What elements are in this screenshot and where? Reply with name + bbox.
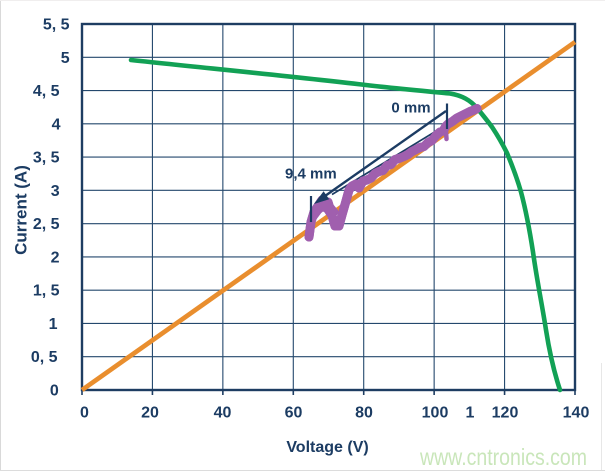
svg-text:3, 5: 3, 5: [33, 150, 60, 167]
svg-text:www.cntronics.com: www.cntronics.com: [419, 444, 587, 470]
svg-text:1: 1: [49, 316, 58, 333]
svg-text:2, 5: 2, 5: [33, 216, 60, 233]
svg-text:1, 5: 1, 5: [33, 283, 60, 300]
svg-text:120: 120: [492, 405, 519, 422]
svg-text:0, 5: 0, 5: [31, 349, 58, 366]
svg-text:5, 5: 5, 5: [43, 17, 70, 34]
svg-text:0: 0: [50, 383, 59, 400]
svg-text:1: 1: [466, 405, 475, 422]
svg-text:Voltage (V): Voltage (V): [286, 439, 368, 456]
svg-text:2: 2: [51, 249, 60, 266]
svg-text:60: 60: [285, 405, 303, 422]
svg-text:0 mm: 0 mm: [391, 100, 430, 117]
svg-text:0: 0: [80, 405, 89, 422]
svg-text:3: 3: [51, 183, 60, 200]
svg-text:100: 100: [422, 405, 449, 422]
svg-text:4: 4: [52, 116, 61, 133]
svg-text:80: 80: [355, 405, 373, 422]
svg-text:5: 5: [61, 50, 70, 67]
svg-text:9,4 mm: 9,4 mm: [285, 166, 337, 183]
svg-text:40: 40: [214, 405, 232, 422]
svg-text:Current (A): Current (A): [11, 165, 30, 255]
svg-text:140: 140: [563, 405, 590, 422]
svg-text:20: 20: [141, 405, 159, 422]
svg-text:4, 5: 4, 5: [33, 83, 60, 100]
